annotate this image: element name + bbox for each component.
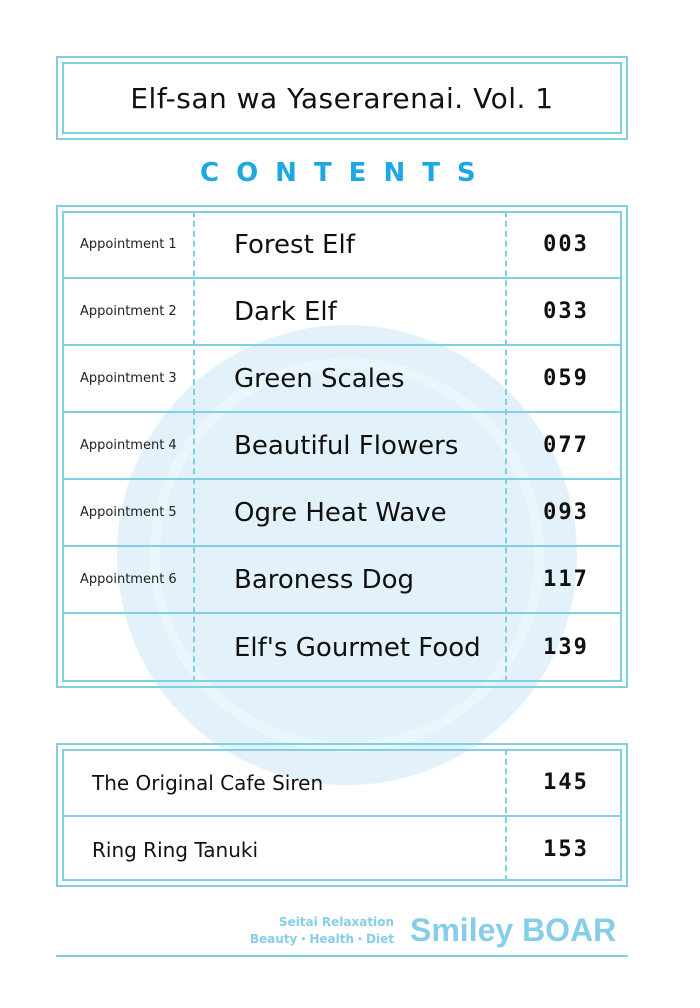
- page-number: 153: [543, 837, 589, 862]
- page-number: 059: [543, 366, 589, 391]
- chapter-row[interactable]: Appointment 6 Baroness Dog 117: [62, 547, 622, 614]
- footer-divider: [56, 955, 628, 957]
- contents-heading: CONTENTS: [200, 158, 493, 188]
- chapter-row[interactable]: Appointment 1 Forest Elf 003: [62, 212, 622, 279]
- boar-watermark-ring: [150, 358, 544, 752]
- chapter-row[interactable]: Elf's Gourmet Food 139: [62, 614, 622, 681]
- chapter-row[interactable]: Appointment 4 Beautiful Flowers 077: [62, 413, 622, 480]
- chapter-table-inner: [62, 211, 622, 682]
- footer-line1: Seitai Relaxation: [278, 915, 394, 929]
- extra-title: Ring Ring Tanuki: [92, 837, 259, 862]
- page-number: 093: [543, 500, 589, 525]
- title-box-inner: [62, 62, 622, 134]
- extra-row[interactable]: Ring Ring Tanuki 153: [62, 816, 622, 883]
- column-divider: [193, 211, 195, 682]
- chapter-table: [56, 205, 628, 688]
- chapter-title: Baroness Dog: [234, 564, 415, 595]
- chapter-title: Beautiful Flowers: [234, 430, 459, 461]
- title-box: [56, 56, 628, 140]
- extra-title: The Original Cafe Siren: [92, 770, 324, 795]
- extra-row[interactable]: The Original Cafe Siren 145: [62, 750, 622, 817]
- appointment-label: Appointment 4: [80, 438, 177, 453]
- chapter-title: Green Scales: [234, 363, 405, 394]
- page-number: 033: [543, 299, 589, 324]
- chapter-title: Forest Elf: [234, 229, 355, 260]
- footer-tagline: Seitai Relaxation Beauty・Health・Diet: [230, 914, 394, 948]
- chapter-title: Dark Elf: [234, 296, 337, 327]
- page-number: 145: [543, 770, 589, 795]
- chapter-row[interactable]: Appointment 3 Green Scales 059: [62, 346, 622, 413]
- appointment-label: Appointment 3: [80, 371, 177, 386]
- extras-table: [56, 743, 628, 887]
- chapter-row[interactable]: Appointment 5 Ogre Heat Wave 093: [62, 480, 622, 547]
- page-number: 139: [543, 635, 589, 660]
- brand-logo: Smiley BOAR: [410, 912, 617, 948]
- appointment-label: Appointment 1: [80, 237, 177, 252]
- chapter-title: Ogre Heat Wave: [234, 497, 447, 528]
- page-number: 077: [543, 433, 589, 458]
- appointment-label: Appointment 2: [80, 304, 177, 319]
- column-divider: [505, 211, 507, 682]
- volume-title: Elf-san wa Yaserarenai. Vol. 1: [130, 81, 554, 115]
- appointment-label: Appointment 6: [80, 572, 177, 587]
- page-number: 117: [543, 567, 589, 592]
- appointment-label: Appointment 5: [80, 505, 177, 520]
- chapter-row[interactable]: Appointment 2 Dark Elf 033: [62, 279, 622, 346]
- footer-line2: Beauty・Health・Diet: [249, 932, 394, 946]
- page-number: 003: [543, 232, 589, 257]
- chapter-title: Elf's Gourmet Food: [234, 632, 481, 663]
